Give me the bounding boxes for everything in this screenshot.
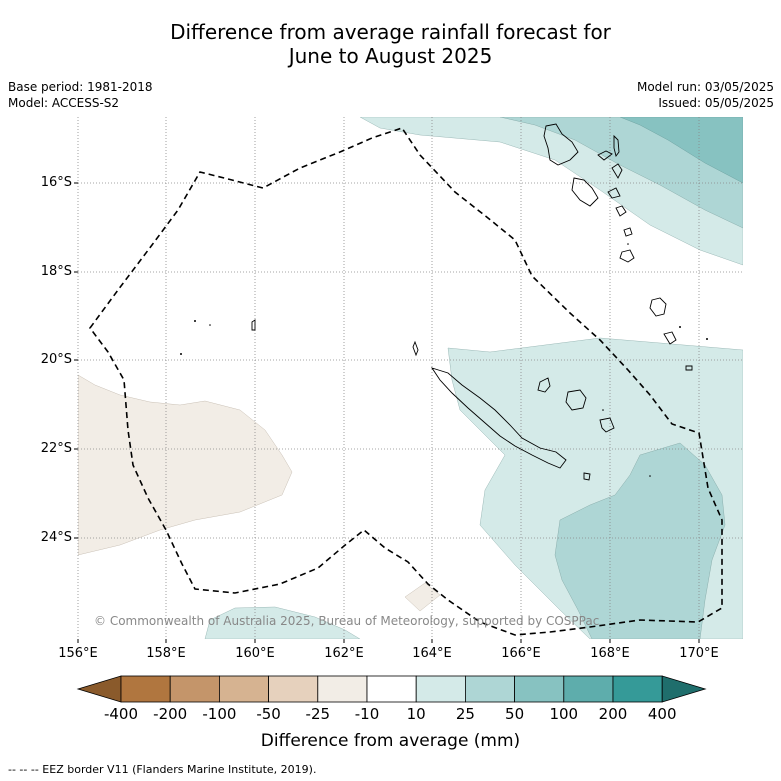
- eez-legend-footer: -- -- -- EEZ border V11 (Flanders Marine…: [8, 763, 317, 776]
- colorbar-bin: [120, 675, 171, 703]
- lat-label-22s: 22°S: [40, 441, 72, 456]
- colorbar-bin: [317, 675, 368, 703]
- colorbar-tick-label: 25: [455, 705, 475, 723]
- pentecost-coast: [611, 163, 623, 179]
- colorbar-tick-label: -10: [354, 705, 380, 723]
- colorbar-extend-low: [76, 675, 122, 703]
- lat-label-18s: 18°S: [40, 264, 72, 279]
- lat-label-24s: 24°S: [40, 530, 72, 545]
- colorbar-bin: [514, 675, 565, 703]
- colorbar-bin: [218, 675, 269, 703]
- map-title-line2: June to August 2025: [288, 44, 493, 68]
- model-text: Model: ACCESS-S2: [8, 96, 120, 110]
- espiritu-santo-coast: [543, 123, 579, 166]
- colorbar-tick-label: -50: [256, 705, 281, 723]
- lat-label-16s: 16°S: [40, 175, 72, 190]
- colorbar-bin: [169, 675, 220, 703]
- colorbar-tick-label: -25: [305, 705, 331, 723]
- colorbar-title: Difference from average (mm): [260, 731, 521, 751]
- colorbar-tick-label: 200: [598, 705, 628, 723]
- anomaly-area-ne-dark: [619, 117, 743, 184]
- belep-island-coast: [412, 340, 419, 357]
- graticule: [77, 117, 743, 639]
- colorbar-bin: [366, 675, 417, 703]
- lat-label-20s: 20°S: [40, 352, 72, 367]
- loyalty-island-3: [599, 417, 615, 433]
- lon-label-162e: 162°E: [324, 646, 364, 661]
- rainfall-anomaly-layer: [78, 117, 743, 639]
- colorbar-bin: [415, 675, 466, 703]
- colorbar-bin: [268, 675, 319, 703]
- colorbar-bin: [464, 675, 515, 703]
- loyalty-island-2: [565, 389, 587, 411]
- malekula-coast: [571, 177, 599, 207]
- coastlines: [251, 123, 693, 481]
- efate-coast: [623, 227, 633, 237]
- lon-label-164e: 164°E: [412, 646, 452, 661]
- map-title: Difference from average rainfall forecas…: [0, 20, 781, 68]
- tanna-coast: [649, 297, 667, 317]
- map-title-line1: Difference from average rainfall forecas…: [170, 20, 611, 44]
- colorbar-tick-label: -200: [153, 705, 188, 723]
- colorbar-bin: [612, 675, 663, 703]
- loyalty-island-1: [537, 377, 551, 393]
- anomaly-area-s-brown: [404, 582, 441, 612]
- lon-label-168e: 168°E: [590, 646, 630, 661]
- eez-border: [89, 127, 723, 636]
- aneityum-coast: [663, 331, 677, 345]
- small-islets: [180, 243, 708, 477]
- isle-of-pines: [583, 472, 591, 481]
- meta-right: Model run: 03/05/2025 Issued: 05/05/2025: [637, 79, 774, 111]
- model-run-text: Model run: 03/05/2025: [636, 80, 774, 94]
- colorbar-bin: [563, 675, 614, 703]
- ticks: [74, 182, 700, 643]
- copyright-notice: © Commonwealth of Australia 2025, Bureau…: [94, 614, 600, 628]
- new-caledonia-coast: [430, 367, 567, 469]
- lon-label-166e: 166°E: [501, 646, 541, 661]
- colorbar: [76, 675, 707, 703]
- anomaly-area-w-brown: [78, 374, 293, 556]
- colorbar-tick-label: -100: [202, 705, 237, 723]
- matthew-island-coast: [685, 365, 693, 371]
- maewo-coast: [613, 134, 620, 158]
- issued-text: Issued: 05/05/2025: [658, 96, 774, 110]
- ambrym-coast: [607, 187, 621, 199]
- erromango-coast: [619, 249, 635, 263]
- colorbar-tick-label: 10: [406, 705, 426, 723]
- base-period-text: Base period: 1981-2018: [8, 80, 153, 94]
- lon-label-158e: 158°E: [146, 646, 186, 661]
- lon-label-160e: 160°E: [235, 646, 275, 661]
- colorbar-tick-label: 400: [647, 705, 677, 723]
- colorbar-tick-label: -400: [103, 705, 139, 723]
- chesterfield-islet: [251, 319, 256, 331]
- anomaly-area-se-mid: [554, 442, 726, 639]
- ambae-coast: [597, 150, 613, 161]
- colorbar-extend-high: [661, 675, 707, 703]
- colorbar-tick-label: 50: [505, 705, 525, 723]
- colorbar-tick-label: 100: [549, 705, 579, 723]
- meta-left: Base period: 1981-2018 Model: ACCESS-S2: [8, 79, 153, 111]
- anomaly-area-s-light: [204, 606, 361, 639]
- lon-label-156e: 156°E: [58, 646, 98, 661]
- lon-label-170e: 170°E: [679, 646, 719, 661]
- epi-coast: [615, 205, 627, 217]
